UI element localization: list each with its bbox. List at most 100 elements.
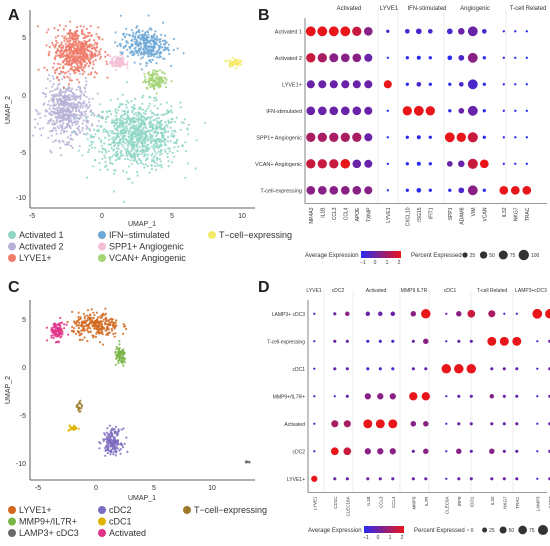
cell-point — [66, 106, 69, 109]
cell-point — [111, 446, 114, 449]
cell-point — [106, 168, 109, 171]
cell-point — [96, 92, 99, 95]
cell-point — [38, 127, 42, 130]
cell-point — [156, 113, 159, 117]
cell-point — [99, 55, 102, 58]
cell-point — [154, 70, 158, 73]
cell-point — [79, 67, 82, 70]
dot — [391, 477, 395, 481]
cell-point — [112, 145, 116, 148]
cell-point — [88, 38, 91, 41]
cluster-activated — [45, 316, 70, 344]
dot — [416, 187, 422, 193]
dot — [502, 449, 506, 453]
cell-point — [45, 31, 48, 34]
cell-point — [139, 106, 142, 109]
gene-label: CCL3 — [332, 207, 338, 220]
dot — [318, 80, 327, 89]
cell-point — [52, 326, 55, 329]
cell-point — [114, 110, 117, 113]
cell-point — [77, 55, 80, 58]
cell-point — [184, 141, 187, 144]
cell-point — [89, 61, 92, 64]
cell-point — [106, 76, 109, 79]
dot — [545, 309, 550, 319]
cell-point — [121, 446, 125, 449]
cell-point — [116, 97, 119, 100]
legend-swatch — [8, 506, 16, 514]
dot — [454, 364, 464, 374]
cell-point — [168, 150, 171, 153]
cell-point — [82, 66, 85, 69]
cell-point — [125, 27, 128, 30]
cell-point — [82, 119, 85, 122]
gene-label: LYVE1 — [312, 496, 317, 510]
cell-point — [236, 63, 239, 67]
cell-point — [61, 139, 64, 143]
cell-point — [73, 116, 76, 119]
cell-point — [66, 101, 69, 104]
cell-point — [141, 56, 145, 59]
cluster-t-cell-expressing — [75, 399, 84, 413]
cell-point — [130, 118, 133, 121]
cell-point — [55, 69, 58, 72]
cell-point — [126, 48, 129, 52]
cell-point — [62, 28, 66, 31]
cell-point — [137, 54, 140, 57]
cell-point — [76, 50, 79, 53]
cell-point — [61, 60, 64, 63]
cell-point — [117, 147, 120, 150]
dot — [345, 394, 349, 398]
dot — [515, 312, 518, 315]
cell-point — [49, 104, 52, 107]
gene-label: IL1B — [320, 207, 326, 218]
cell-point — [144, 133, 147, 136]
cell-point — [71, 109, 74, 112]
cell-point — [162, 79, 165, 82]
cell-point — [71, 44, 75, 47]
cell-point — [141, 96, 144, 99]
cell-point — [79, 52, 82, 55]
cell-point — [162, 113, 165, 116]
cell-point — [56, 87, 59, 91]
dot — [499, 336, 509, 346]
dot — [386, 162, 389, 165]
row-label: IFN-stimulated — [266, 109, 302, 115]
cell-point — [104, 136, 107, 139]
cell-point — [55, 132, 58, 135]
cell-point — [130, 139, 133, 142]
cell-point — [165, 101, 168, 104]
dot — [305, 26, 316, 37]
cell-point — [132, 51, 135, 54]
cell-point — [83, 100, 86, 103]
cell-point — [147, 45, 150, 48]
cell-point — [107, 442, 110, 446]
cell-point — [103, 327, 106, 330]
dot — [482, 56, 486, 60]
dot — [525, 30, 528, 33]
cell-point — [119, 448, 122, 451]
cell-point — [158, 52, 161, 55]
cell-point — [84, 110, 88, 113]
cell-point — [36, 122, 39, 125]
dot — [340, 132, 350, 142]
cell-point — [50, 99, 53, 102]
cell-point — [101, 326, 104, 329]
cell-point — [151, 152, 154, 155]
cell-point — [68, 86, 71, 89]
cell-point — [86, 35, 89, 38]
cell-point — [113, 327, 116, 330]
cell-point — [156, 36, 159, 39]
size-swatch — [498, 250, 508, 260]
cell-point — [47, 74, 51, 77]
cell-point — [122, 126, 125, 129]
cell-point — [52, 66, 55, 69]
cell-point — [81, 73, 84, 76]
cell-point — [114, 41, 117, 44]
row-label: LYVE1+ — [287, 477, 305, 483]
dot — [445, 312, 448, 315]
cell-point — [75, 109, 78, 112]
dot — [405, 56, 409, 60]
cell-point — [159, 84, 162, 87]
cell-point — [160, 136, 164, 139]
